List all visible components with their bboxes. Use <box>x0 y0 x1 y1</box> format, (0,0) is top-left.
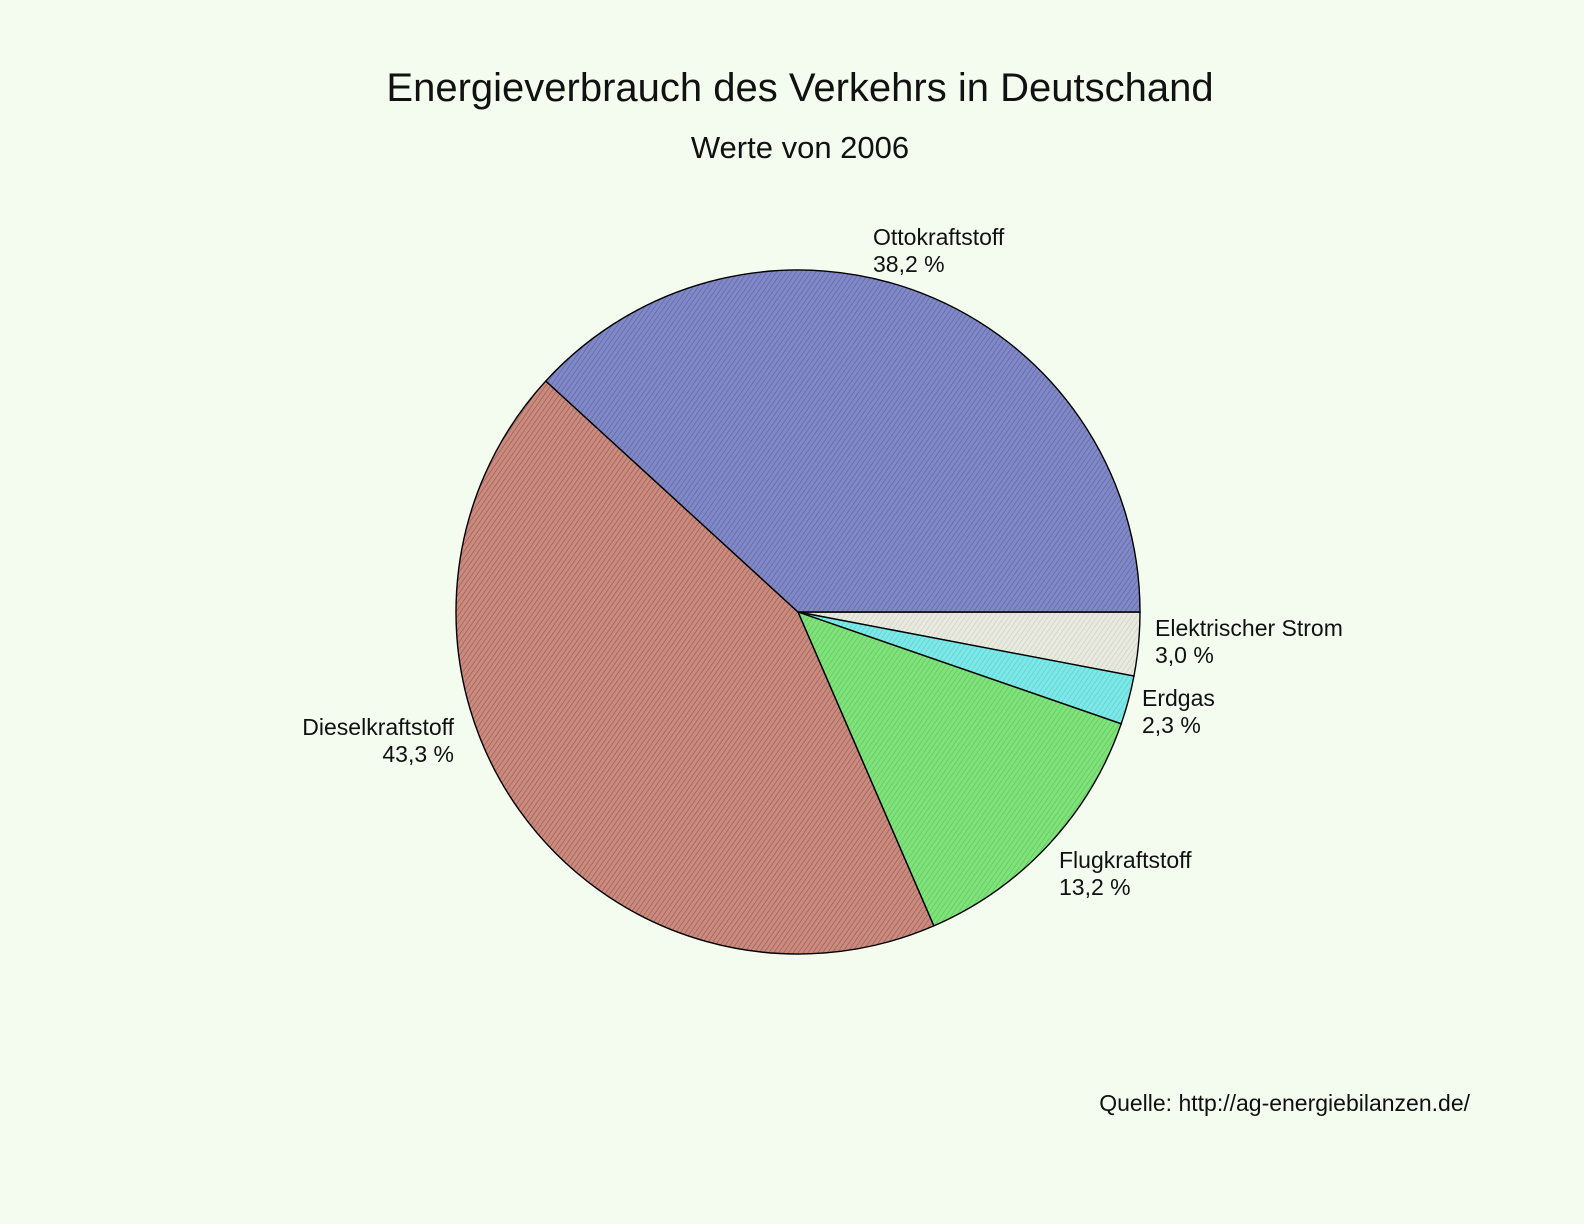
source-note: Quelle: http://ag-energiebilanzen.de/ <box>1099 1090 1470 1116</box>
slice-value-label: 2,3 % <box>1142 712 1201 738</box>
slice-ottokraftstoff <box>544 269 1141 613</box>
chart-title: Energieverbrauch des Verkehrs in Deutsch… <box>386 66 1213 110</box>
slice-flugkraftstoff <box>796 610 1123 927</box>
slice-value-label: 38,2 % <box>873 251 945 277</box>
chart-subtitle: Werte von 2006 <box>691 130 909 165</box>
slice-value-label: 13,2 % <box>1059 874 1131 900</box>
pie-slices <box>455 269 1141 955</box>
slice-name-label: Flugkraftstoff <box>1059 847 1192 873</box>
slice-name-label: Elektrischer Strom <box>1155 615 1343 641</box>
slice-name-label: Ottokraftstoff <box>873 224 1005 250</box>
slice-value-label: 3,0 % <box>1155 642 1214 668</box>
slice-name-label: Erdgas <box>1142 685 1215 711</box>
slice-value-label: 43,3 % <box>382 741 454 767</box>
slice-dieselkraftstoff <box>455 380 935 955</box>
slice-name-label: Dieselkraftstoff <box>302 714 454 740</box>
